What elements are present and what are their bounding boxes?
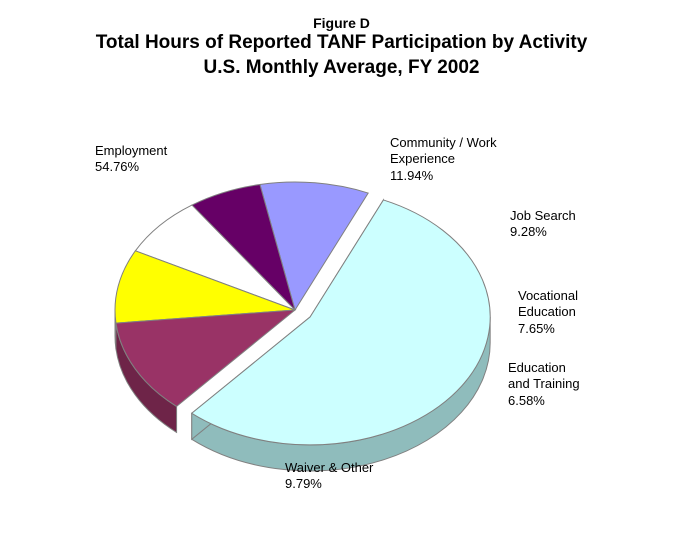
slice-label: VocationalEducation7.65% [518, 288, 578, 337]
slice-label: Employment54.76% [95, 143, 167, 176]
slice-label: Job Search9.28% [510, 208, 576, 241]
slice-label: Educationand Training6.58% [508, 360, 580, 409]
slice-label: Waiver & Other9.79% [285, 460, 373, 493]
slice-label: Community / WorkExperience11.94% [390, 135, 497, 184]
